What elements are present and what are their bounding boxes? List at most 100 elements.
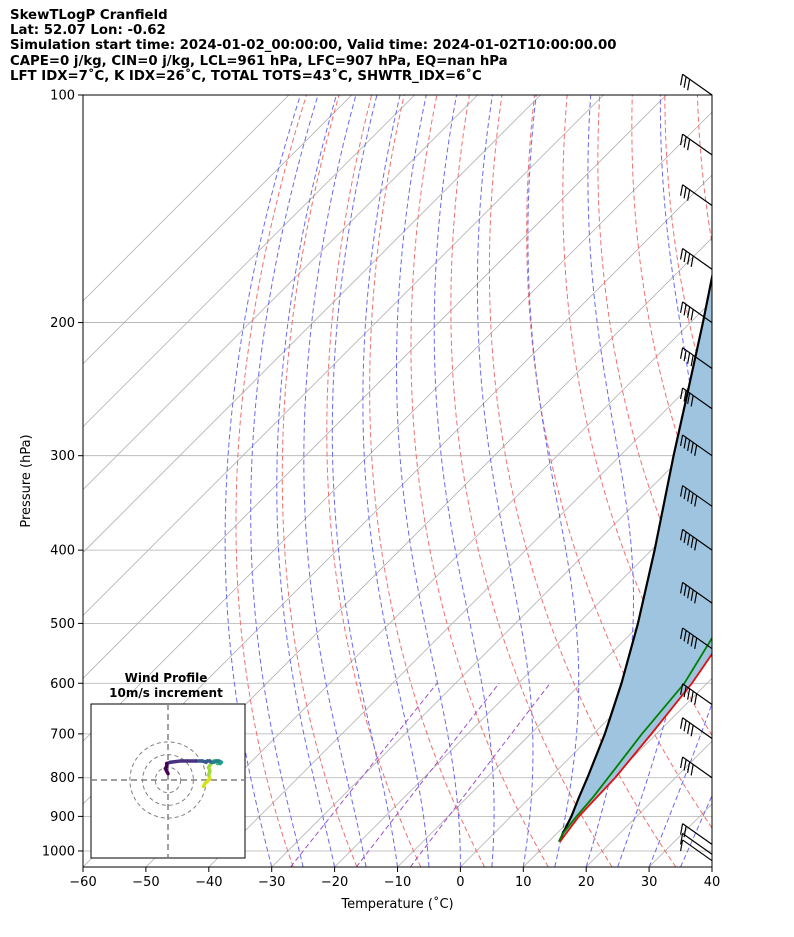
dry-adiabat	[526, 95, 712, 829]
dry-adiabat	[763, 95, 794, 867]
moist-adiabat	[476, 95, 534, 867]
x-tick-label: −40	[195, 875, 222, 890]
moist-adiabat	[396, 95, 461, 867]
location-line: Lat: 52.07 Lon: -0.62	[10, 23, 166, 39]
wind-barb	[679, 717, 713, 740]
dry-adiabat	[488, 95, 677, 867]
isotherm-line	[83, 111, 712, 742]
y-tick-label: 800	[50, 771, 75, 786]
dry-adiabat	[450, 95, 613, 867]
isotherm-line	[83, 95, 290, 302]
chart-header: SkewTLogP Cranfield Lat: 52.07 Lon: -0.6…	[10, 8, 617, 84]
wind-barb	[679, 823, 713, 845]
y-tick-label: 400	[50, 544, 75, 559]
moist-adiabat	[331, 95, 398, 867]
wind-barb	[679, 133, 713, 156]
y-axis-label: Pressure (hPa)	[19, 434, 34, 527]
dry-adiabat	[696, 95, 712, 246]
y-tick-label: 600	[50, 677, 75, 692]
moist-adiabat	[250, 95, 319, 867]
dry-adiabat	[326, 95, 422, 867]
moist-adiabat	[648, 702, 712, 867]
isotherm-line	[711, 866, 712, 867]
dry-adiabat	[730, 95, 794, 867]
isotherm-line	[83, 95, 541, 554]
moist-adiabat	[276, 95, 337, 867]
dry-adiabat	[235, 95, 307, 867]
isotherm-line	[83, 95, 604, 616]
x-tick-label: 10	[515, 875, 532, 890]
moist-adiabat	[303, 95, 367, 867]
y-tick-label: 700	[50, 727, 75, 742]
wind-barb	[679, 485, 713, 507]
y-tick-label: 300	[50, 449, 75, 464]
isotherm-line	[460, 614, 712, 867]
x-tick-label: 20	[578, 875, 595, 890]
x-tick-label: −20	[321, 875, 348, 890]
moist-adiabat	[527, 95, 580, 867]
wind-barb	[679, 528, 713, 551]
wind-barb	[679, 581, 713, 604]
wind-barb	[679, 73, 713, 96]
moist-adiabat	[711, 865, 712, 867]
dewpoint-profile-line	[557, 636, 712, 843]
x-tick-label: 0	[456, 875, 464, 890]
isotherm-line	[271, 426, 712, 867]
wind-barb	[679, 301, 713, 324]
hodograph-plot	[91, 704, 245, 858]
mixing-ratio-line	[355, 682, 500, 867]
isotherm-line	[334, 489, 712, 867]
mixing-ratio-line	[290, 682, 438, 867]
y-tick-label: 900	[50, 810, 75, 825]
isotherm-line	[397, 551, 712, 867]
cape-line: CAPE=0 j/kg, CIN=0 j/kg, LCL=961 hPa, LF…	[10, 53, 508, 69]
cape-shading	[559, 277, 712, 842]
dry-adiabat	[281, 95, 358, 867]
time-line: Simulation start time: 2024-01-02_00:00:…	[10, 38, 617, 54]
wind-barb	[679, 184, 713, 206]
y-tick-label: 200	[50, 316, 75, 331]
mixing-ratio-line	[409, 682, 551, 867]
wind-barb	[679, 247, 713, 270]
dry-adiabat	[562, 95, 712, 737]
x-tick-label: −30	[258, 875, 285, 890]
x-tick-label: 30	[641, 875, 658, 890]
wind-barb	[679, 683, 713, 705]
isotherm-line	[83, 95, 353, 365]
y-tick-label: 1000	[42, 844, 75, 859]
parcel-profile-line	[558, 271, 712, 843]
index-line: LFT IDX=7˚C, K IDX=26˚C, TOTAL TOTS=43˚C…	[10, 68, 482, 84]
wind-barb	[679, 833, 713, 855]
wind-barb	[679, 347, 713, 369]
y-tick-label: 500	[50, 617, 75, 632]
moist-adiabat	[433, 95, 495, 867]
temperature-profile-line	[559, 652, 712, 843]
dry-adiabat	[410, 95, 549, 867]
wind-barb	[679, 387, 713, 410]
wind-barb	[679, 756, 713, 779]
dry-adiabat	[369, 95, 485, 867]
x-tick-label: 40	[704, 875, 721, 890]
wind-barb	[679, 839, 713, 862]
chart-title: SkewTLogP Cranfield	[10, 8, 168, 23]
isotherm-line	[523, 677, 712, 867]
isotherm-line	[83, 95, 478, 491]
wind-barb	[679, 627, 713, 650]
moist-adiabat	[362, 95, 430, 867]
hodograph-segment	[164, 769, 170, 776]
moist-adiabat	[617, 95, 701, 867]
plot-area	[83, 95, 794, 867]
y-tick-label: 100	[50, 89, 75, 104]
wind-barb	[679, 434, 713, 457]
x-tick-label: −10	[384, 875, 411, 890]
hodograph-title: Wind Profile	[125, 671, 208, 685]
isotherm-line	[145, 300, 712, 867]
isotherm-line	[83, 95, 415, 428]
dry-adiabat	[664, 95, 712, 410]
x-axis-label: Temperature (˚C)	[340, 896, 453, 912]
isotherm-line	[83, 95, 667, 679]
hodograph-subtitle: 10m/s increment	[109, 686, 223, 700]
x-tick-label: −60	[69, 875, 96, 890]
x-tick-label: −50	[132, 875, 159, 890]
